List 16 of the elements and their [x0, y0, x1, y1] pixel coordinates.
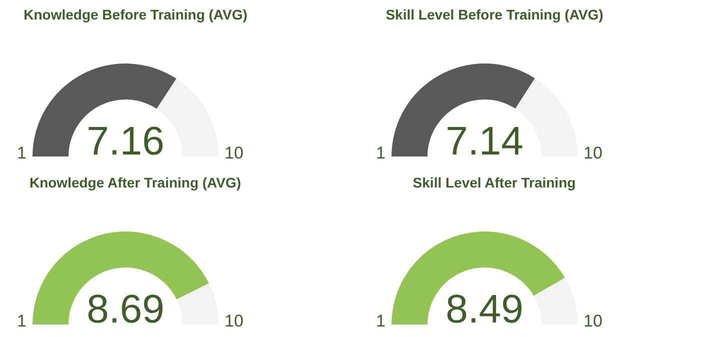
text: 7.16: [86, 120, 164, 164]
text: 10: [224, 312, 244, 330]
text: 7.14: [446, 120, 524, 164]
chart-title: Skill Level Before Training (AVG): [386, 6, 604, 22]
text: 8.49: [446, 288, 524, 332]
chart-title: Knowledge After Training (AVG): [29, 174, 242, 190]
text: 1: [376, 144, 386, 162]
text: 1: [17, 144, 27, 162]
text: 10: [584, 312, 602, 330]
chart-title: Knowledge Before Training (AVG): [24, 6, 248, 22]
text: 1: [376, 312, 386, 330]
text: 8.69: [86, 288, 164, 332]
text: 1: [17, 312, 27, 330]
text: 10: [584, 144, 602, 162]
text: 10: [224, 144, 244, 162]
chart-title: Skill Level After Training: [412, 174, 576, 190]
